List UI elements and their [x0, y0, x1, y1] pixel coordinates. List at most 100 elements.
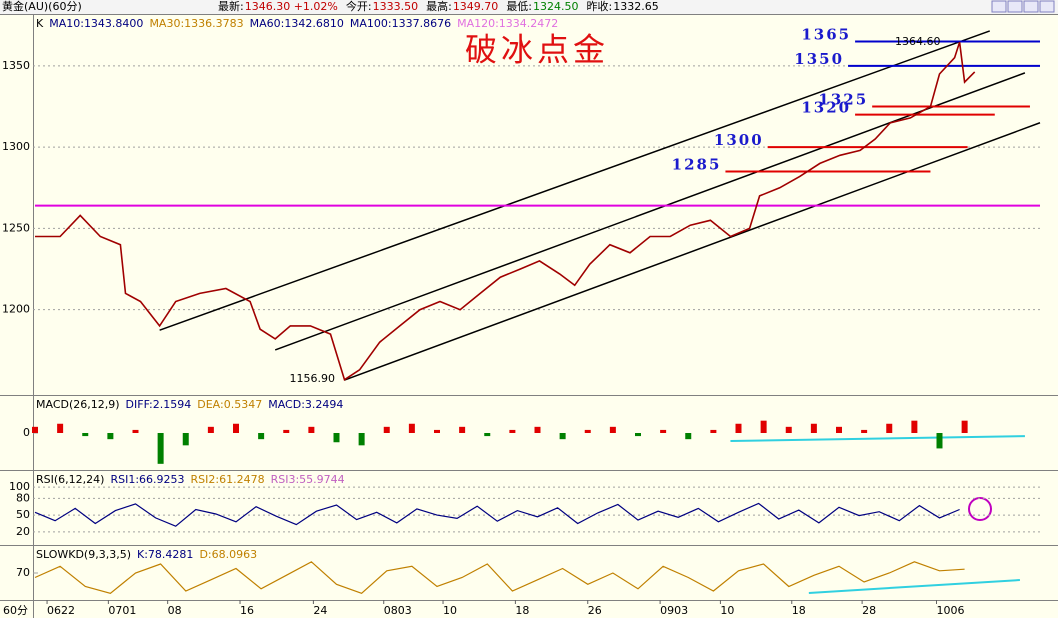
- series-line: [34, 502, 960, 527]
- histogram-bar: [534, 426, 541, 433]
- trend-line: [159, 30, 991, 331]
- button-close[interactable]: [1039, 0, 1055, 13]
- legend-entry: MACD:3.2494: [268, 398, 343, 411]
- histogram-bar: [710, 429, 717, 433]
- level-label: 1365: [801, 25, 851, 43]
- histogram-bar: [408, 423, 415, 433]
- level-label: 1325: [818, 91, 868, 109]
- histogram-bar: [509, 429, 516, 433]
- panel-label: K: [36, 17, 44, 30]
- y-tick-label: 1350: [2, 59, 30, 72]
- x-tick-label: 24: [313, 604, 327, 617]
- level-label: 1350: [794, 50, 844, 68]
- level-label: 1285: [672, 156, 722, 174]
- trend-line: [344, 122, 1041, 381]
- period-label: 60分: [3, 604, 28, 617]
- y-tick-label: 1200: [2, 303, 30, 316]
- histogram-bar: [308, 426, 315, 433]
- quote-label: 今开:: [346, 0, 372, 13]
- histogram-bar: [233, 423, 239, 433]
- y-tick-label: 20: [16, 525, 30, 538]
- x-tick-label: 28: [862, 604, 876, 617]
- quote-label: 最低:: [506, 0, 532, 13]
- legend-entry: D:68.0963: [199, 548, 257, 561]
- y-tick-label: 80: [16, 491, 30, 504]
- histogram-bar: [157, 433, 164, 464]
- quote-value: 1333.50: [373, 0, 419, 13]
- histogram-bar: [785, 426, 792, 433]
- x-tick-label: 0622: [47, 604, 75, 617]
- legend-entry: MA120:1334.2472: [457, 17, 558, 30]
- legend-entry: RSI2:61.2478: [191, 473, 265, 486]
- histogram-bar: [434, 429, 440, 433]
- button-zoom[interactable]: [1023, 0, 1039, 13]
- trend-line: [808, 579, 1020, 594]
- y-tick-label: 0: [23, 426, 30, 439]
- x-tick-label: 08: [168, 604, 182, 617]
- histogram-bar: [484, 433, 491, 437]
- histogram-bar: [911, 420, 918, 433]
- histogram-bar: [836, 426, 842, 433]
- y-tick-label: 100: [9, 480, 30, 493]
- button-prev[interactable]: [991, 0, 1007, 13]
- x-tick-label: 18: [792, 604, 806, 617]
- histogram-bar: [333, 433, 340, 443]
- series-line: [34, 561, 965, 594]
- quote-label: 最新:: [218, 0, 244, 13]
- x-tick-label: 1006: [936, 604, 964, 617]
- histogram-bar: [107, 433, 114, 440]
- legend-entry: RSI1:66.9253: [110, 473, 184, 486]
- histogram-bar: [132, 429, 139, 433]
- histogram-bar: [82, 433, 89, 437]
- quote-value: 1324.50: [533, 0, 579, 13]
- window-buttons[interactable]: [991, 0, 1055, 13]
- y-tick-label: 50: [16, 508, 30, 521]
- histogram-bar: [936, 433, 943, 449]
- quote-value: 1332.65: [613, 0, 659, 13]
- frame: [0, 14, 1058, 618]
- histogram-bar: [459, 426, 466, 433]
- histogram-bar: [810, 423, 817, 433]
- y-tick-label: 1300: [2, 140, 30, 153]
- legend-entry: DEA:0.5347: [197, 398, 262, 411]
- legend-entry: K:78.4281: [137, 548, 193, 561]
- x-tick-label: 18: [515, 604, 529, 617]
- instrument-title: 黄金(AU)(60分): [2, 0, 82, 13]
- histogram-bar: [760, 420, 767, 433]
- x-tick-label: 0903: [660, 604, 688, 617]
- level-label: 1300: [714, 131, 764, 149]
- x-tick-label: 10: [443, 604, 457, 617]
- trend-line: [274, 72, 1026, 351]
- histogram-bar: [886, 423, 893, 433]
- y-tick-label: 70: [16, 566, 30, 579]
- button-next[interactable]: [1007, 0, 1023, 13]
- legend-entry: MA10:1343.8400: [49, 17, 143, 30]
- histogram-bar: [207, 426, 214, 433]
- header-bar: [0, 0, 1058, 14]
- histogram-bar: [383, 426, 390, 433]
- legend-entry: RSI3:55.9744: [271, 473, 345, 486]
- histogram-bar: [609, 426, 616, 433]
- price-annotation: 1364.60: [895, 35, 941, 48]
- trend-line: [730, 435, 1025, 443]
- histogram-bar: [32, 426, 38, 433]
- price-annotation: 1156.90: [290, 372, 336, 385]
- histogram-bar: [735, 423, 742, 433]
- histogram-bar: [283, 429, 290, 433]
- histogram-bar: [685, 433, 692, 440]
- chart-title: 破冰点金: [465, 31, 609, 69]
- panel-label: RSI(6,12,24): [36, 473, 104, 486]
- series-line: [35, 41, 976, 381]
- legend-entry: MA60:1342.6810: [250, 17, 344, 30]
- histogram-bar: [584, 429, 591, 433]
- histogram-bar: [182, 433, 189, 446]
- level-label: 1320: [801, 99, 851, 117]
- quote-label: 最高:: [426, 0, 452, 13]
- legend-entry: DIFF:2.1594: [126, 398, 192, 411]
- histogram-bar: [258, 433, 265, 440]
- x-tick-label: 0701: [108, 604, 136, 617]
- x-tick-label: 16: [240, 604, 254, 617]
- histogram-bar: [57, 423, 64, 433]
